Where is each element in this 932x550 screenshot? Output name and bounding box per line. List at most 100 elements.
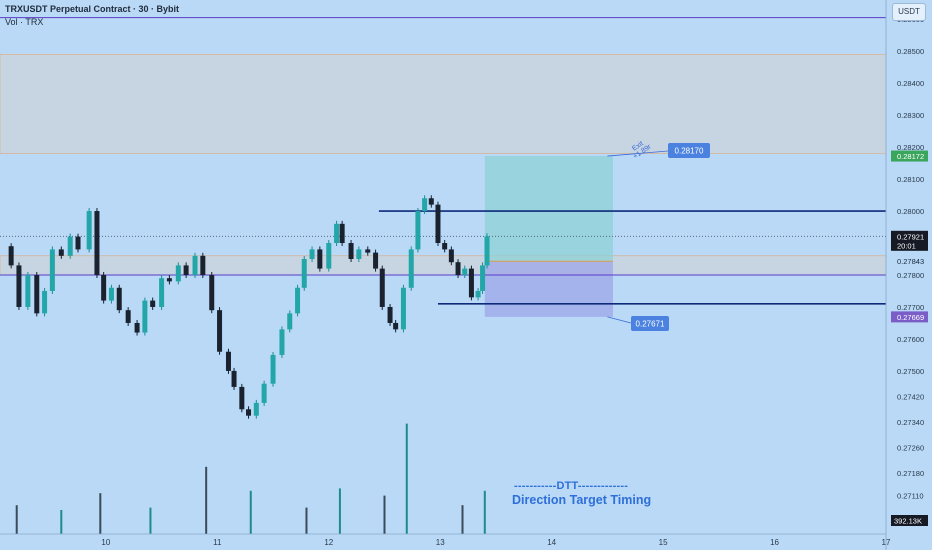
candle-body <box>295 287 301 314</box>
candle-body <box>246 409 252 416</box>
candle-body <box>49 249 55 291</box>
candle-body <box>480 265 486 291</box>
candle-body <box>379 268 385 307</box>
volume-indicator-label: Vol · TRX <box>5 17 44 27</box>
target-label-box <box>668 143 710 158</box>
chart-title: TRXUSDT Perpetual Contract · 30 · Bybit <box>5 4 180 14</box>
price-tick-label: 0.28400 <box>897 79 924 88</box>
price-tick-label: 0.27500 <box>897 367 924 376</box>
candle-body <box>415 211 421 250</box>
candle-body <box>108 287 114 301</box>
candle-body <box>356 249 362 260</box>
candle-body <box>116 287 122 311</box>
price-tick-label: 0.27800 <box>897 271 924 280</box>
candle-body <box>253 402 259 416</box>
watermark-line-2: Direction Target Timing <box>512 493 652 507</box>
candle-body <box>159 278 165 307</box>
price-badge-0 <box>891 150 928 162</box>
volume-bar <box>405 423 408 534</box>
stop-connector <box>607 316 632 324</box>
candle-body <box>42 290 48 314</box>
price-tick-label: 0.28500 <box>897 47 924 56</box>
candle-body <box>475 290 481 298</box>
candle-body <box>225 351 231 371</box>
candle-body <box>8 246 14 266</box>
price-tick-label: 0.27600 <box>897 335 924 344</box>
candle-body <box>442 243 448 250</box>
price-tick-label: 0.28200 <box>897 143 924 152</box>
price-tick-label: 0.27110 <box>897 492 924 501</box>
candle-body <box>309 249 315 260</box>
volume-bar <box>461 505 464 534</box>
candle-body <box>462 268 468 275</box>
price-tick-label: 0.27340 <box>897 418 924 427</box>
position-stop-zone <box>484 261 613 317</box>
candle-body <box>373 252 379 269</box>
candle-body <box>348 243 354 260</box>
price-axis-bg <box>886 0 932 550</box>
stop-label: 0.27671 <box>636 320 665 329</box>
candle-body <box>183 265 189 275</box>
candle-body <box>261 383 267 403</box>
volume-bar <box>249 490 252 534</box>
position-profit-zone <box>484 156 613 262</box>
candle-body <box>484 236 490 266</box>
volume-bar <box>205 466 208 534</box>
candle-body <box>217 310 223 352</box>
time-tick-label: 13 <box>436 538 445 547</box>
time-tick-label: 16 <box>770 538 779 547</box>
candle-body <box>166 278 172 282</box>
volume-bar <box>383 495 386 534</box>
time-tick-label: 14 <box>547 538 556 547</box>
candle-body <box>200 255 206 275</box>
price-badge-label: 0.27921 <box>897 232 924 241</box>
zone-1 <box>0 255 887 276</box>
volume-badge-label: 392.13K <box>894 517 922 526</box>
volume-bar <box>99 493 102 534</box>
candle-body <box>365 249 371 253</box>
candle-body <box>231 370 237 387</box>
candle-body <box>58 249 64 256</box>
candle-body <box>34 274 40 314</box>
candle-body <box>334 223 340 244</box>
candle-body <box>408 249 414 288</box>
price-tick-label: 0.27700 <box>897 303 924 312</box>
candle-body <box>428 198 434 205</box>
candle-body <box>387 306 393 323</box>
zone-0 <box>0 54 887 154</box>
candle-body <box>67 236 73 256</box>
candle-body <box>16 265 22 307</box>
price-tick-label: 0.28300 <box>897 111 924 120</box>
candle-body <box>422 198 428 212</box>
volume-badge <box>891 515 928 526</box>
time-tick-label: 15 <box>659 538 668 547</box>
candle-body <box>455 262 461 275</box>
candle-body <box>270 354 276 384</box>
candle-body <box>192 255 198 275</box>
target-label: 0.28170 <box>675 147 704 156</box>
time-tick-label: 10 <box>101 538 110 547</box>
candle-body <box>448 249 454 263</box>
price-badge-3 <box>891 311 928 323</box>
candle-body <box>301 259 307 288</box>
target-connector <box>607 150 669 157</box>
candle-body <box>101 274 107 301</box>
volume-bar <box>305 507 308 534</box>
candle-body <box>468 268 474 298</box>
currency-button[interactable]: USDT <box>892 3 926 21</box>
price-badge-label: 0.27843 <box>897 257 924 266</box>
candle-body <box>209 274 215 311</box>
stop-label-box <box>631 316 669 331</box>
time-tick-label: 12 <box>324 538 333 547</box>
price-badge-1 <box>891 230 928 251</box>
candle-body <box>134 322 140 333</box>
volume-bar <box>483 490 486 534</box>
candle-body <box>400 287 406 330</box>
candle-body <box>86 211 92 250</box>
candle-body <box>150 300 156 307</box>
volume-bar <box>60 510 63 534</box>
price-badge-label: 0.27669 <box>897 313 924 322</box>
candle-body <box>339 223 345 244</box>
volume-bar <box>149 507 152 534</box>
